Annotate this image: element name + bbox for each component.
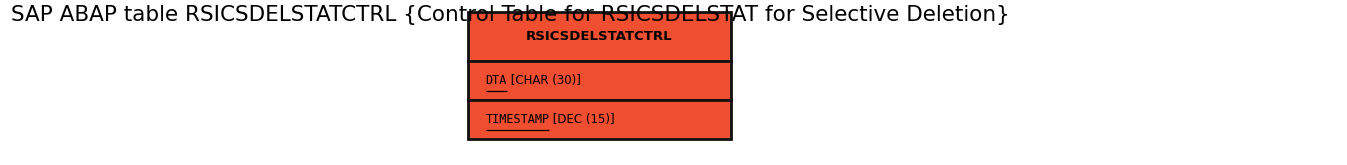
Text: DTA: DTA <box>486 74 506 87</box>
Text: TIMESTAMP: TIMESTAMP <box>486 113 550 126</box>
FancyBboxPatch shape <box>469 12 730 61</box>
FancyBboxPatch shape <box>469 100 730 139</box>
Text: [CHAR (30)]: [CHAR (30)] <box>506 74 581 87</box>
Text: [DEC (15)]: [DEC (15)] <box>550 113 616 126</box>
FancyBboxPatch shape <box>469 61 730 100</box>
Text: SAP ABAP table RSICSDELSTATCTRL {Control Table for RSICSDELSTAT for Selective De: SAP ABAP table RSICSDELSTATCTRL {Control… <box>11 5 1009 25</box>
Text: RSICSDELSTATCTRL: RSICSDELSTATCTRL <box>527 30 672 43</box>
